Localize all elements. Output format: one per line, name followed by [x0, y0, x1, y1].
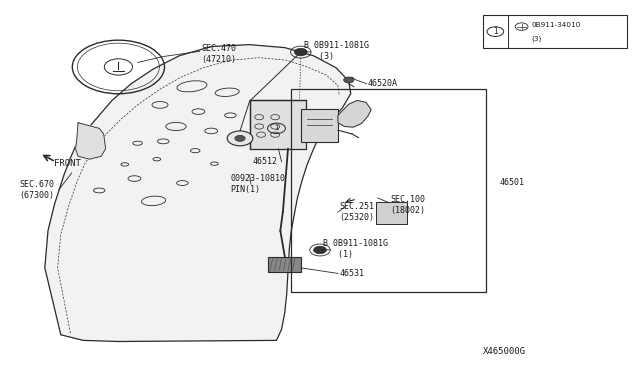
Text: X465000G: X465000G: [483, 347, 526, 356]
Bar: [376, 202, 407, 224]
Text: B 0B911-1081G
   (1): B 0B911-1081G (1): [323, 239, 388, 259]
Circle shape: [294, 48, 307, 56]
Text: 00923-10810
PIN(1): 00923-10810 PIN(1): [230, 174, 285, 194]
Text: 46520A: 46520A: [368, 79, 398, 88]
Bar: [483, 15, 627, 48]
Circle shape: [227, 131, 253, 146]
Polygon shape: [338, 100, 371, 127]
Polygon shape: [45, 45, 351, 341]
Text: B 0B911-1081G
   (3): B 0B911-1081G (3): [304, 41, 369, 61]
Text: (3): (3): [531, 35, 541, 42]
Text: 46501: 46501: [499, 178, 524, 187]
Text: 46512: 46512: [253, 157, 278, 166]
Text: SEC.251
(25320): SEC.251 (25320): [339, 202, 374, 222]
Bar: [250, 100, 306, 149]
Text: FRONT: FRONT: [54, 159, 81, 168]
Text: 0B911-34010: 0B911-34010: [531, 22, 580, 28]
Polygon shape: [76, 123, 106, 159]
Circle shape: [235, 135, 245, 141]
Bar: [268, 257, 301, 272]
Circle shape: [344, 77, 354, 83]
Text: SEC.670
(67300): SEC.670 (67300): [19, 180, 54, 200]
Text: 46531: 46531: [339, 269, 364, 278]
Bar: [291, 89, 486, 292]
Text: SEC.100
(18002): SEC.100 (18002): [390, 195, 426, 215]
Circle shape: [314, 246, 326, 254]
Text: SEC.470
(47210): SEC.470 (47210): [202, 44, 237, 64]
Bar: [301, 109, 338, 142]
Text: 1: 1: [493, 27, 498, 36]
Text: 1: 1: [274, 125, 279, 131]
